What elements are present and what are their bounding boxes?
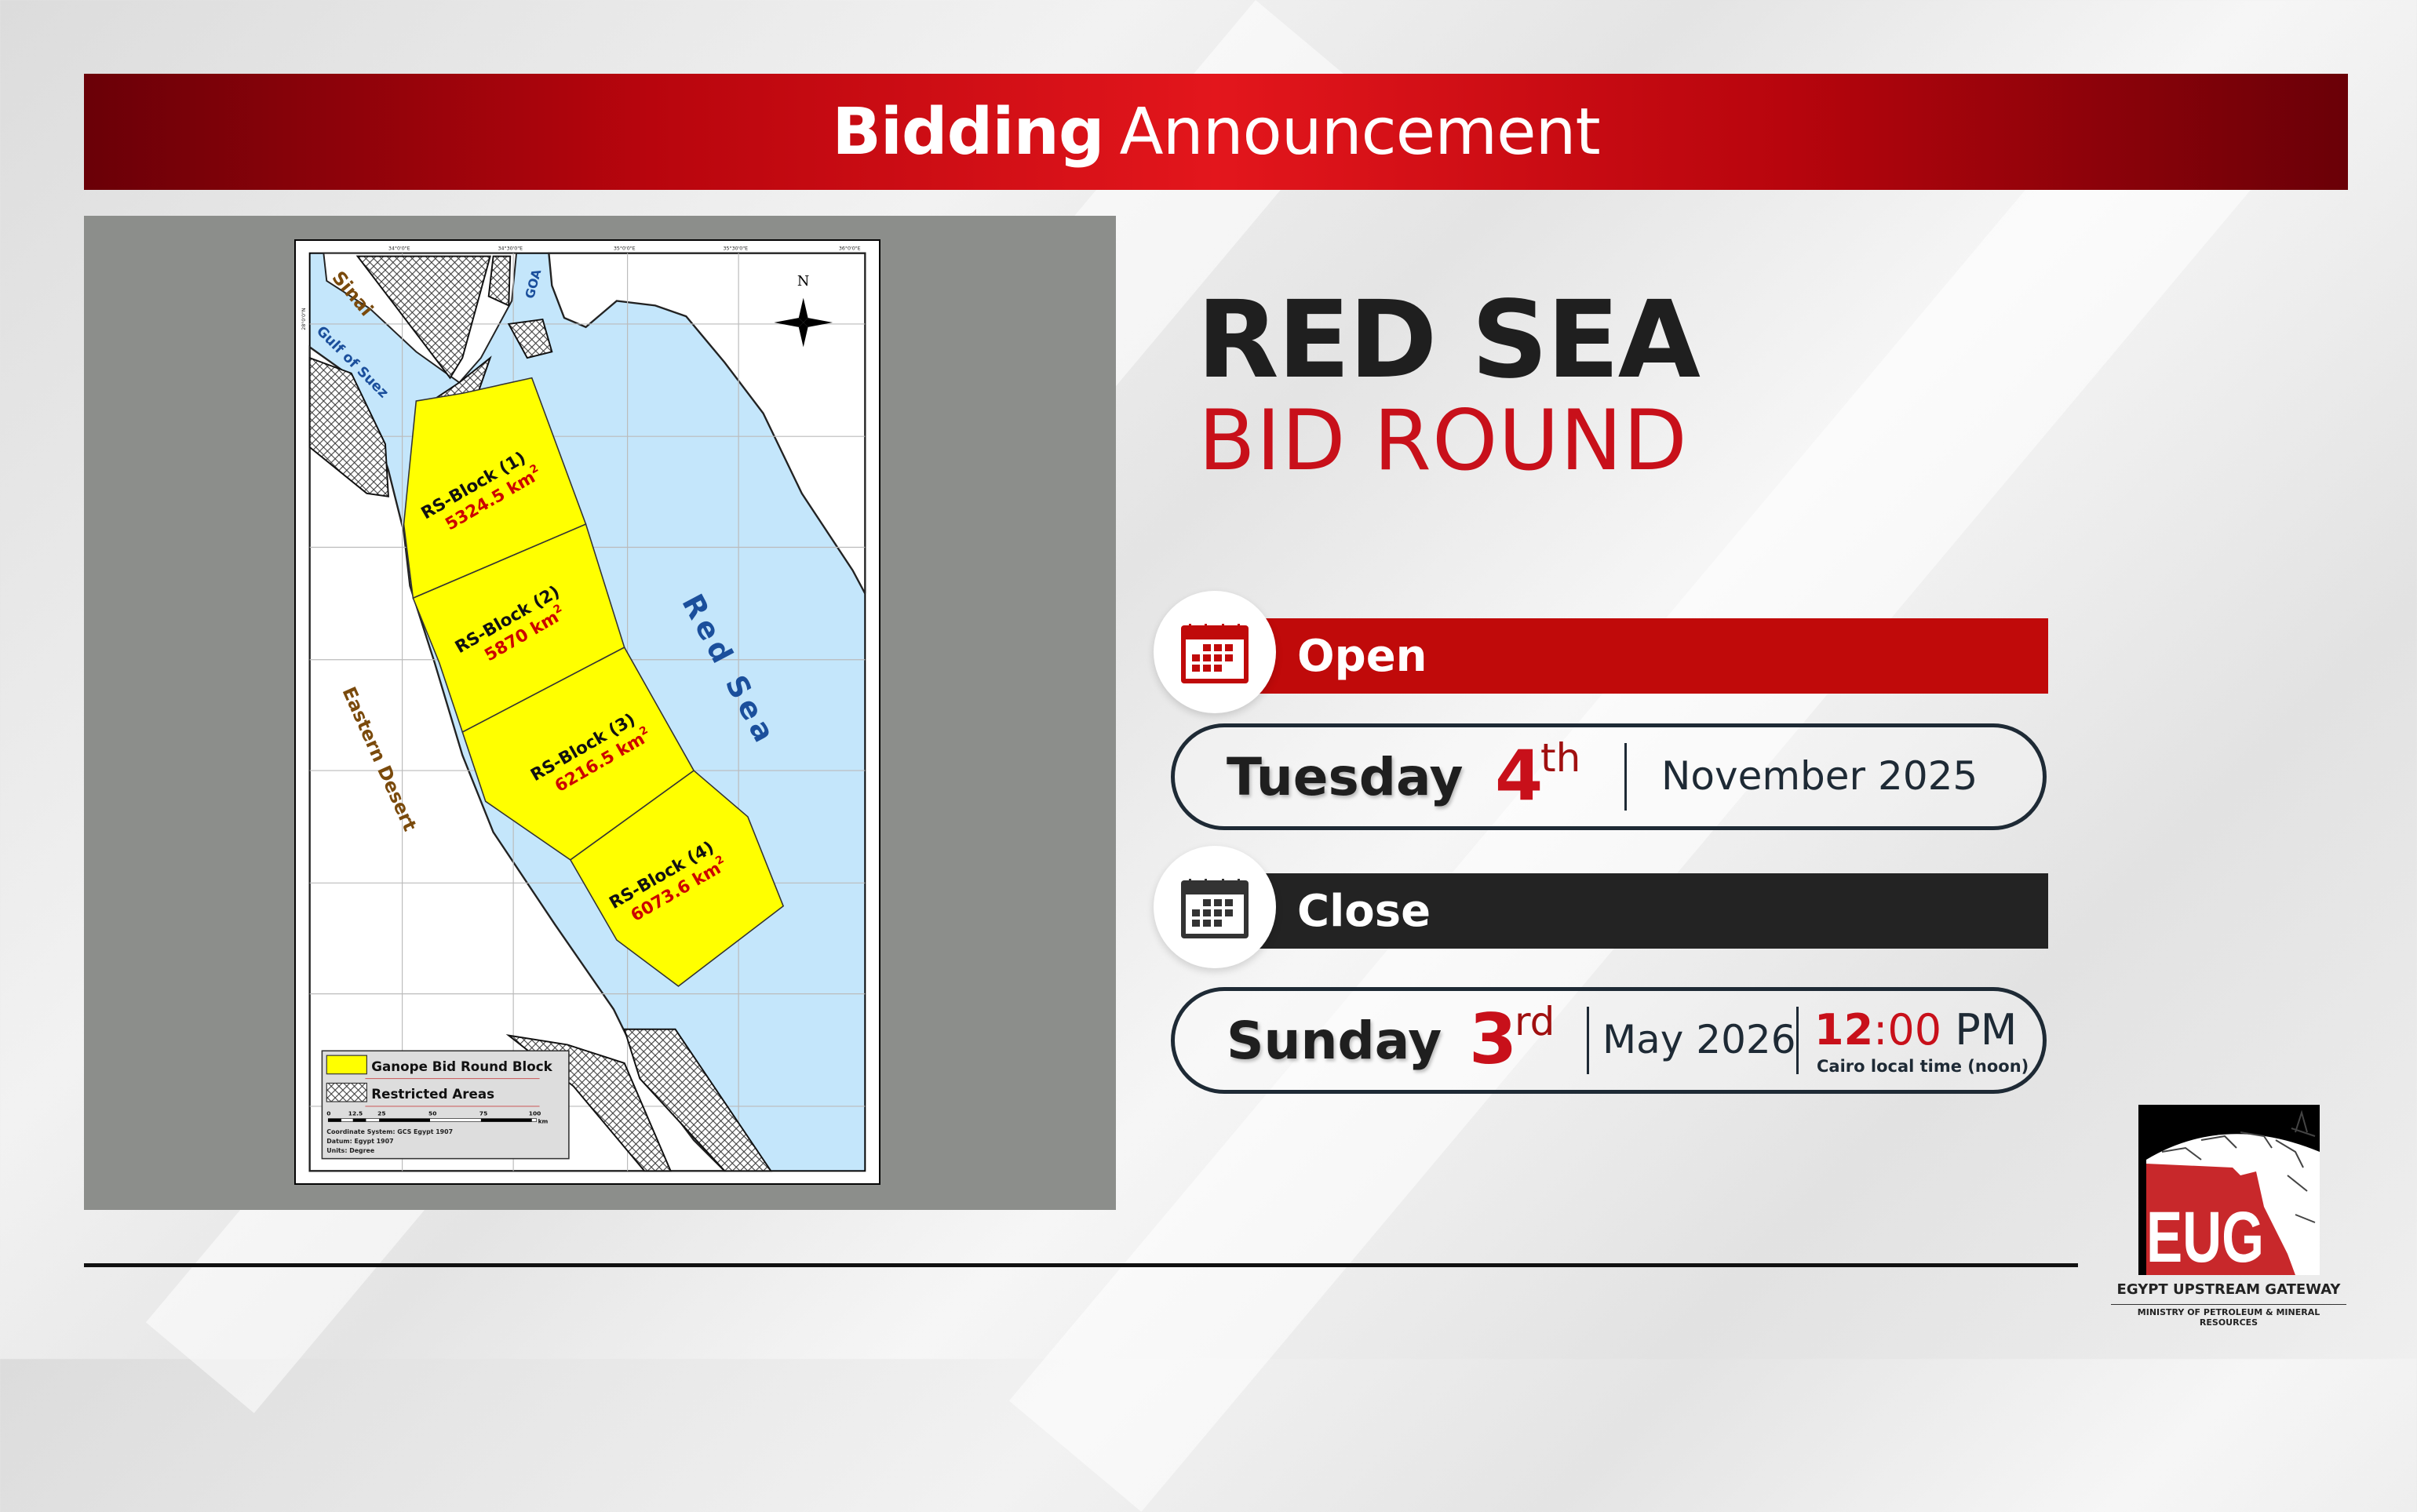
open-calendar-icon bbox=[1154, 591, 1276, 713]
scale-tick: 12.5 bbox=[348, 1110, 363, 1117]
logo-ministry: MINISTRY OF PETROLEUM & MINERAL RESOURCE… bbox=[2111, 1304, 2346, 1328]
open-bar: Open bbox=[1224, 618, 2048, 694]
close-bar: Close bbox=[1224, 873, 2048, 949]
close-day-suffix: rd bbox=[1515, 999, 1555, 1044]
lon-label: 35°30'0"E bbox=[723, 246, 748, 252]
north-arrow-icon: N bbox=[774, 274, 833, 348]
legend-units: Units: Degree bbox=[326, 1147, 374, 1154]
close-time-ampm: PM bbox=[1955, 1005, 2018, 1055]
header-title-bold: Bidding bbox=[832, 94, 1104, 169]
lon-label: 34°30'0"E bbox=[498, 246, 523, 252]
close-day: 3 bbox=[1469, 999, 1518, 1080]
close-label: Close bbox=[1297, 885, 1431, 937]
divider bbox=[1624, 743, 1627, 811]
lon-label: 36°0'0"E bbox=[839, 246, 861, 252]
legend-datum: Datum: Egypt 1907 bbox=[326, 1138, 393, 1145]
bid-round-map: Sinai Gulf of Suez GOA Red Sea Eastern D… bbox=[294, 239, 880, 1185]
open-weekday: Tuesday bbox=[1227, 747, 1464, 807]
lon-label: 35°0'0"E bbox=[614, 246, 636, 252]
title-bid-round: BID ROUND bbox=[1198, 392, 1688, 489]
scale-tick: 25 bbox=[377, 1110, 385, 1117]
restricted-areas bbox=[308, 255, 773, 1172]
arabia-land bbox=[548, 252, 866, 594]
footer-divider bbox=[84, 1263, 2078, 1267]
divider bbox=[1587, 1007, 1589, 1074]
scale-tick: 0 bbox=[326, 1110, 330, 1117]
close-time-hour: 12 bbox=[1814, 1005, 1874, 1055]
legend-restricted-label: Restricted Areas bbox=[371, 1087, 494, 1102]
lon-label: 34°0'0"E bbox=[388, 246, 410, 252]
scale-tick: 75 bbox=[479, 1110, 487, 1117]
open-label: Open bbox=[1297, 630, 1427, 682]
open-day: 4 bbox=[1495, 735, 1544, 816]
legend-block-label: Ganope Bid Round Block bbox=[371, 1059, 552, 1074]
close-time-minutes: :00 bbox=[1873, 1005, 1942, 1055]
lat-label: 28°0'0"N bbox=[301, 308, 307, 330]
block-4[interactable] bbox=[569, 770, 785, 987]
legend-swatch-restricted bbox=[326, 1082, 367, 1102]
scale-tick: 100 bbox=[529, 1110, 541, 1117]
divider bbox=[1796, 1007, 1799, 1074]
close-month-year: May 2026 bbox=[1602, 1017, 1796, 1062]
logo-name: EGYPT UPSTREAM GATEWAY bbox=[2116, 1281, 2341, 1298]
open-date-pill: Tuesday 4 th November 2025 bbox=[1171, 723, 2047, 830]
scale-bar bbox=[327, 1118, 537, 1122]
eug-logo: EUG bbox=[2138, 1105, 2320, 1275]
logo-text: EUG bbox=[2146, 1197, 2264, 1275]
legend-swatch-block bbox=[326, 1055, 367, 1075]
legend-coord-system: Coordinate System: GCS Egypt 1907 bbox=[326, 1128, 453, 1135]
header-banner: Bidding Announcement bbox=[84, 74, 2348, 190]
close-time: 12:00 PM bbox=[1814, 1005, 2017, 1055]
header-title-regular: Announcement bbox=[1119, 94, 1601, 169]
scale-tick: 50 bbox=[428, 1110, 436, 1117]
close-time-note: Cairo local time (noon) bbox=[1817, 1057, 2029, 1076]
open-month-year: November 2025 bbox=[1661, 753, 1978, 799]
scale-unit: km bbox=[538, 1118, 549, 1125]
open-day-suffix: th bbox=[1540, 735, 1581, 781]
close-calendar-icon bbox=[1154, 846, 1276, 968]
title-red-sea: RED SEA bbox=[1197, 279, 1701, 403]
map-legend: Ganope Bid Round Block Restricted Areas … bbox=[321, 1050, 570, 1160]
close-weekday: Sunday bbox=[1227, 1011, 1442, 1071]
bid-blocks bbox=[403, 377, 785, 987]
north-label: N bbox=[797, 274, 809, 290]
close-date-pill: Sunday 3 rd May 2026 12:00 PM Cairo loca… bbox=[1171, 987, 2047, 1094]
